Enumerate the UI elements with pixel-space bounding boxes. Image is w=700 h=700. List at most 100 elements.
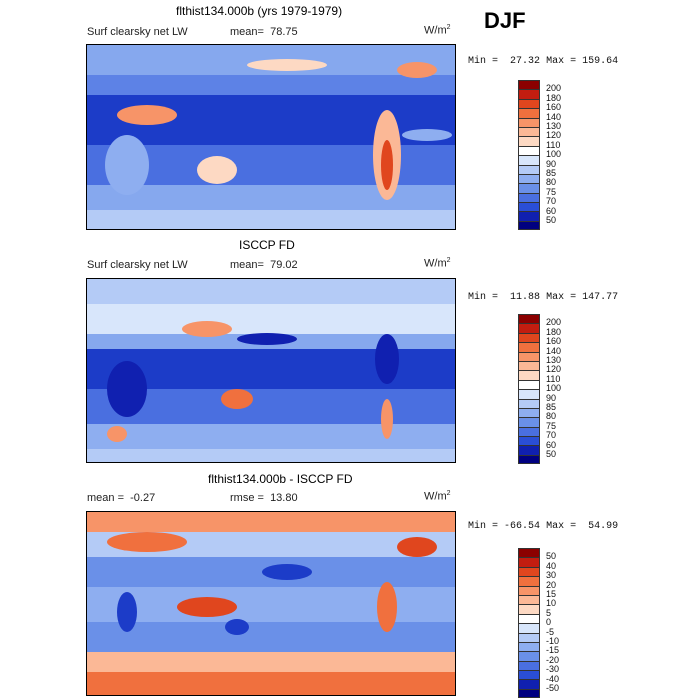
- panel3-map-graphic: [87, 512, 455, 695]
- colorbar-box: [518, 548, 540, 558]
- colorbar-label: 100: [546, 149, 562, 160]
- colorbar-box: [518, 126, 540, 137]
- panel2-map-graphic: [87, 279, 455, 462]
- colorbar-box: [518, 173, 540, 184]
- panel2-mean-value: 79.02: [270, 259, 298, 271]
- colorbar-box: [518, 164, 540, 174]
- colorbar-label: 60: [546, 205, 557, 216]
- panel2-colorbar: 200 180 160 140 130 120 110 100 90 85 80 75 70 60 50: [518, 314, 561, 465]
- colorbar-label: -50: [546, 683, 560, 693]
- colorbar-box: [518, 641, 540, 652]
- colorbar-box: [518, 192, 540, 203]
- colorbar-box: [518, 398, 540, 408]
- colorbar-label: 10: [546, 598, 557, 609]
- colorbar-box: [518, 136, 540, 146]
- colorbar-label: -20: [546, 654, 560, 665]
- colorbar-box: [518, 108, 540, 118]
- colorbar-label: 90: [546, 158, 557, 169]
- colorbar-label: 140: [546, 345, 562, 356]
- colorbar-label: 120: [546, 364, 562, 375]
- panel3-mean-value: -0.27: [130, 492, 156, 504]
- colorbar-box: [518, 332, 540, 343]
- colorbar-box: [518, 314, 540, 324]
- panel3-title: flthist134.000b - ISCCP FD: [208, 472, 353, 486]
- colorbar-box: [518, 98, 540, 109]
- panel2-map: [86, 278, 456, 463]
- colorbar-box: [518, 220, 540, 231]
- colorbar-box: [518, 407, 540, 418]
- colorbar-box: [518, 323, 540, 333]
- colorbar-label: 90: [546, 392, 557, 403]
- panel1-map: [86, 44, 456, 230]
- colorbar-box: [518, 632, 540, 642]
- panel2-variable-label: Surf clearsky net LW: [87, 259, 188, 271]
- panel1-minmax: Min = 27.32 Max = 159.64: [468, 56, 619, 67]
- colorbar-box: [518, 351, 540, 361]
- colorbar-box: [518, 557, 540, 567]
- colorbar-label: 110: [546, 139, 561, 150]
- colorbar-label: 50: [546, 215, 557, 225]
- colorbar-box: [518, 426, 540, 437]
- colorbar-box: [518, 594, 540, 605]
- colorbar-box: [518, 585, 540, 595]
- colorbar-label: 160: [546, 336, 562, 347]
- panel2-units: W/m2: [424, 257, 451, 270]
- colorbar-label: 50: [546, 449, 557, 459]
- colorbar-label: -5: [546, 626, 555, 637]
- colorbar-box: [518, 613, 540, 624]
- colorbar-label: 130: [546, 121, 562, 131]
- colorbar-label: 80: [546, 177, 557, 188]
- colorbar-box: [518, 445, 540, 455]
- panel3-map: [86, 511, 456, 696]
- colorbar-box: [518, 379, 540, 390]
- colorbar-label: 100: [546, 383, 562, 394]
- colorbar-label: 60: [546, 439, 557, 450]
- colorbar-label: -10: [546, 636, 560, 646]
- colorbar-label: 130: [546, 355, 562, 365]
- colorbar-label: -30: [546, 664, 560, 675]
- panel1-map-graphic: [87, 45, 455, 229]
- colorbar-label: 200: [546, 83, 562, 94]
- colorbar-label: 15: [546, 589, 557, 599]
- colorbar-box: [518, 155, 540, 165]
- colorbar-label: 85: [546, 168, 557, 178]
- colorbar-box: [518, 342, 540, 352]
- colorbar-label: 30: [546, 570, 557, 581]
- panel1-units: W/m2: [424, 24, 451, 37]
- colorbar-label: 120: [546, 130, 562, 141]
- colorbar-label: 75: [546, 420, 557, 431]
- panel3-minmax: Min = -66.54 Max = 54.99: [468, 521, 619, 532]
- colorbar-box: [518, 80, 540, 90]
- colorbar-box: [518, 670, 540, 680]
- colorbar-box: [518, 679, 540, 689]
- colorbar-label: 180: [546, 326, 562, 337]
- colorbar-label: 140: [546, 111, 562, 122]
- colorbar-box: [518, 688, 540, 699]
- colorbar-box: [518, 660, 540, 671]
- colorbar-box: [518, 436, 540, 446]
- panel3-mean-label: mean = -0.27: [87, 492, 156, 504]
- colorbar-box: [518, 89, 540, 99]
- colorbar-label: 70: [546, 430, 557, 441]
- colorbar-label: -40: [546, 673, 560, 684]
- colorbar-label: 80: [546, 411, 557, 422]
- panel2-minmax: Min = 11.88 Max = 147.77: [468, 292, 619, 303]
- panel3-colorbar: 50 40 30 20 15 10 5 0 -5 -10 -15 -20 -30 -40 -50: [518, 548, 559, 699]
- colorbar-label: 180: [546, 92, 562, 103]
- colorbar-box: [518, 145, 540, 156]
- colorbar-label: 5: [546, 607, 552, 618]
- panel1-variable-label: Surf clearsky net LW: [87, 26, 188, 38]
- colorbar-box: [518, 360, 540, 371]
- colorbar-label: 75: [546, 186, 557, 197]
- colorbar-box: [518, 623, 540, 633]
- panel1-mean-value: 78.75: [270, 26, 298, 38]
- colorbar-box: [518, 651, 540, 661]
- colorbar-label: 20: [546, 579, 557, 590]
- panel1-colorbar: 200 180 160 140 130 120 110 100 90 85 80 75 70 60 50: [518, 80, 561, 231]
- colorbar-label: 110: [546, 373, 561, 384]
- colorbar-label: -15: [546, 645, 560, 656]
- colorbar-label: 50: [546, 551, 557, 562]
- colorbar-box: [518, 211, 540, 221]
- colorbar-box: [518, 566, 540, 577]
- panel3-units: W/m2: [424, 490, 451, 503]
